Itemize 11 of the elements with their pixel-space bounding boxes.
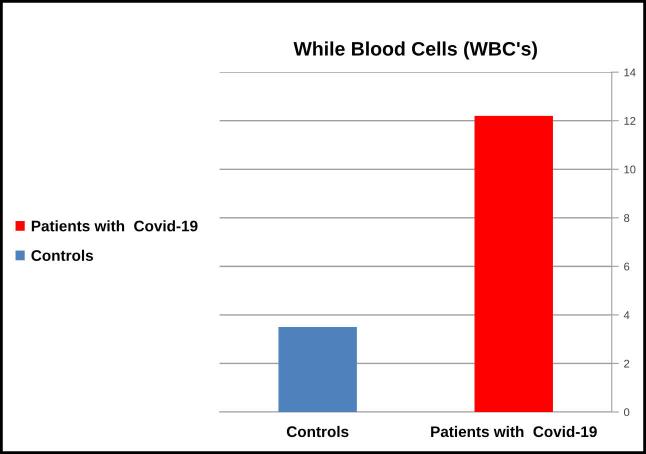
- y-tick-label: 10: [624, 166, 636, 174]
- y-tick-label: 4: [624, 311, 630, 319]
- y-tick-label: 0: [624, 408, 630, 416]
- y-tick-label: 2: [624, 360, 630, 368]
- y-tick-label: 12: [624, 117, 636, 125]
- legend-label: Controls: [31, 250, 94, 261]
- chart-title: While Blood Cells (WBC's): [294, 41, 537, 60]
- y-tick-label: 14: [624, 68, 636, 76]
- legend-label: Patients with Covid-19: [32, 220, 198, 232]
- y-tick-label: 8: [624, 214, 630, 222]
- y-tick-label: 6: [624, 262, 630, 271]
